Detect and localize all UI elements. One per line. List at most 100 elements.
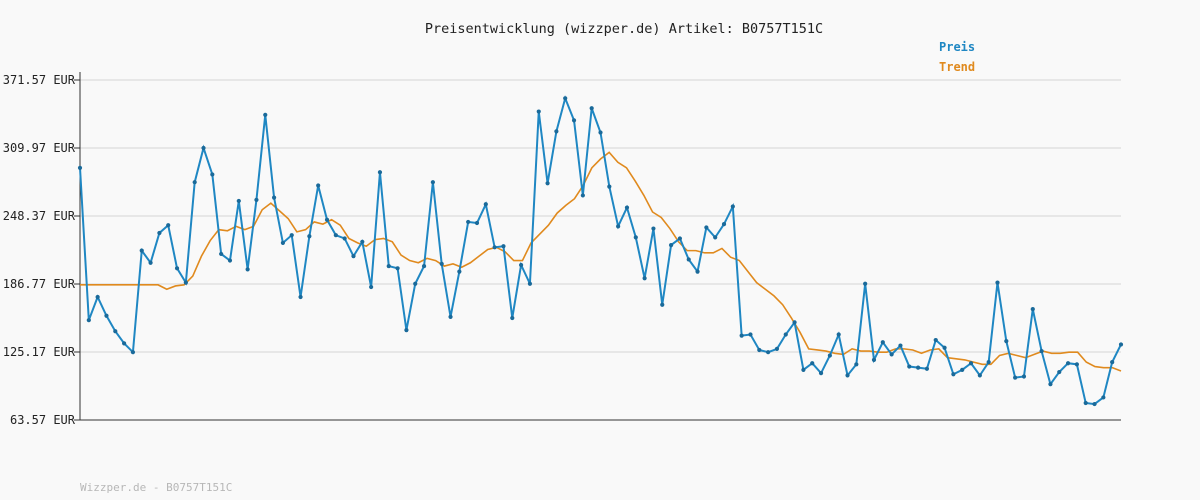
preis-point <box>174 266 180 271</box>
preis-point <box>580 193 585 198</box>
preis-point <box>660 302 665 307</box>
preis-point <box>192 180 197 185</box>
preis-point <box>342 236 347 241</box>
preis-point <box>704 225 709 230</box>
preis-point <box>280 240 286 245</box>
preis-point <box>624 205 630 210</box>
preis-point <box>563 96 568 101</box>
preis-point <box>1004 339 1009 344</box>
preis-point <box>1092 401 1097 407</box>
preis-point <box>1057 369 1062 375</box>
preis-point <box>924 366 930 371</box>
preis-point <box>810 361 815 366</box>
preis-point <box>695 269 700 274</box>
preis-point <box>536 109 541 114</box>
preis-point <box>871 357 877 363</box>
preis-point <box>668 243 674 248</box>
preis-point <box>483 202 488 207</box>
preis-point <box>827 353 832 358</box>
legend: Preis Trend <box>939 40 975 74</box>
preis-point <box>766 350 771 355</box>
preis-point <box>289 233 294 238</box>
preis-point <box>122 341 127 346</box>
preis-point <box>1048 382 1053 387</box>
preis-point <box>598 130 603 135</box>
preis-point <box>254 197 259 202</box>
preis-point <box>430 180 435 185</box>
preis-point <box>421 263 427 269</box>
preis-point <box>360 239 365 244</box>
y-tick-label: 371.57 EUR <box>3 73 76 87</box>
preis-point <box>960 367 965 372</box>
preis-point <box>139 248 144 253</box>
preis-point <box>413 281 418 286</box>
y-tick-label: 248.37 EUR <box>3 209 76 223</box>
preis-point <box>915 365 921 370</box>
preis-markers <box>77 96 1124 407</box>
series-layer <box>77 95 1124 407</box>
preis-point <box>739 333 744 338</box>
preis-point <box>245 267 250 272</box>
preis-point <box>1065 361 1071 366</box>
preis-point <box>219 251 224 257</box>
preis-point <box>466 219 471 225</box>
preis-point <box>519 262 524 268</box>
preis-point <box>527 281 533 286</box>
preis-point <box>501 244 506 249</box>
preis-point <box>157 230 162 236</box>
preis-point <box>130 350 136 355</box>
preis-point <box>686 257 691 262</box>
preis-point <box>607 184 612 189</box>
preis-point <box>263 112 268 117</box>
preis-point <box>1083 400 1088 406</box>
y-axis-tick-labels: 371.57 EUR 309.97 EUR 248.37 EUR 186.77 EUR… <box>3 73 80 427</box>
preis-point <box>1039 348 1044 354</box>
preis-point <box>616 224 621 229</box>
preis-point <box>589 106 594 111</box>
preis-point <box>889 352 894 357</box>
preis-point <box>227 258 233 263</box>
preis-point <box>642 276 647 281</box>
preis-point <box>86 318 91 323</box>
preis-point <box>986 360 991 365</box>
preis-point <box>730 204 735 209</box>
preis-point <box>995 280 1000 285</box>
y-tick-label: 125.17 EUR <box>3 345 76 359</box>
preis-point <box>316 183 321 188</box>
preis-point <box>404 328 409 333</box>
preis-point <box>933 337 938 343</box>
preis-point <box>633 235 638 240</box>
preis-point <box>968 361 974 366</box>
preis-point <box>377 170 383 175</box>
legend-entry-preis: Preis <box>939 40 975 54</box>
preis-point <box>386 263 391 269</box>
preis-point <box>271 195 277 200</box>
preis-point <box>863 281 868 286</box>
preis-point <box>448 314 453 319</box>
preis-point <box>571 118 577 123</box>
preis-point <box>492 245 497 250</box>
preis-point <box>369 284 374 290</box>
preis-point <box>942 345 947 350</box>
preis-point <box>854 362 859 367</box>
preis-point <box>395 266 400 271</box>
preis-point <box>324 217 330 222</box>
preis-point <box>307 234 312 239</box>
trend-series-line <box>80 151 1122 372</box>
preis-point <box>748 332 753 337</box>
preis-point <box>510 315 515 321</box>
preis-point <box>457 269 462 274</box>
preis-point <box>845 373 850 378</box>
preis-point <box>880 340 885 345</box>
preis-point <box>721 222 727 227</box>
preis-point <box>818 371 824 376</box>
legend-entry-trend: Trend <box>939 60 975 74</box>
preis-point <box>351 254 356 259</box>
preis-point <box>1118 342 1124 347</box>
preis-point <box>210 172 215 177</box>
preis-series-line <box>79 95 1122 406</box>
preis-point <box>474 220 480 226</box>
preis-point <box>774 346 780 351</box>
preis-point <box>977 373 982 378</box>
